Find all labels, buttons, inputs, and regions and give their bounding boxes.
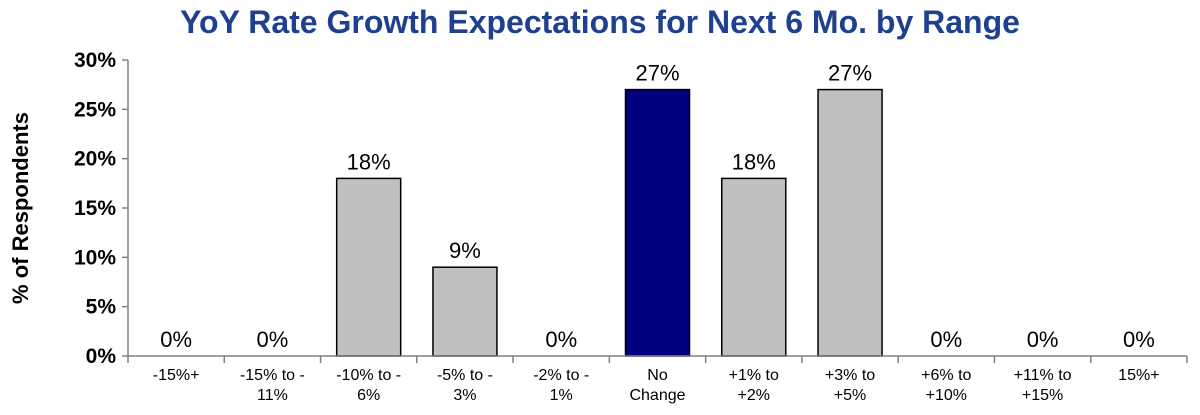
x-tick-label: -15% to -: [240, 367, 305, 384]
x-tick-label: -10% to -: [336, 367, 401, 384]
y-tick-label: 30%: [74, 49, 116, 72]
data-label: 9%: [449, 238, 481, 263]
data-label: 0%: [160, 327, 192, 352]
y-tick-label: 15%: [74, 197, 116, 220]
y-tick-label: 25%: [74, 98, 116, 121]
x-tick-label: +10%: [926, 387, 967, 404]
x-tick-label: No: [647, 367, 668, 384]
y-axis-title: % of Respondents: [8, 112, 33, 304]
data-label: 18%: [347, 149, 391, 174]
data-label: 0%: [930, 327, 962, 352]
x-tick-label: -15%+: [153, 367, 200, 384]
bar: [335, 177, 402, 357]
x-tick-label: +15%: [1022, 387, 1063, 404]
x-tick-label: 3%: [453, 387, 476, 404]
data-label: 0%: [257, 327, 289, 352]
x-tick-label: 6%: [357, 387, 380, 404]
bar: [432, 266, 498, 357]
x-tick-label: 11%: [257, 387, 288, 404]
x-tick-label: +11% to: [1014, 367, 1072, 384]
data-label: 0%: [545, 327, 577, 352]
x-tick-label: +1% to: [729, 367, 779, 384]
y-tick-label: 5%: [86, 296, 117, 319]
x-tick-label: +6% to: [921, 367, 971, 384]
y-axis-title-group: % of Respondents: [8, 112, 33, 304]
bar: [624, 88, 691, 357]
x-tick-label: +2%: [738, 387, 770, 404]
bar: [721, 177, 787, 357]
x-tick-label: 15%+: [1118, 367, 1159, 384]
data-label: 0%: [1123, 327, 1155, 352]
data-label: 27%: [828, 61, 872, 86]
x-tick-label: +3% to: [825, 367, 875, 384]
data-label: 27%: [635, 61, 679, 86]
data-label: 0%: [1027, 327, 1059, 352]
x-tick-label: -5% to -: [437, 367, 493, 384]
x-tick-label: +5%: [834, 387, 866, 404]
x-tick-label: -2% to -: [533, 367, 589, 384]
plot-area: 0% 5% 10% 15% 20% 25% 30% 0% -15%+ 0% -15% to - 11%…: [74, 49, 1188, 404]
y-tick-label: 20%: [74, 148, 116, 171]
chart-title: YoY Rate Growth Expectations for Next 6 …: [180, 4, 1020, 40]
y-tick-label: 0%: [86, 345, 117, 368]
bar: [817, 88, 883, 357]
x-tick-label: 1%: [550, 387, 573, 404]
x-tick-label: Change: [629, 387, 685, 404]
data-label: 18%: [732, 149, 776, 174]
y-tick-label: 10%: [74, 246, 116, 269]
